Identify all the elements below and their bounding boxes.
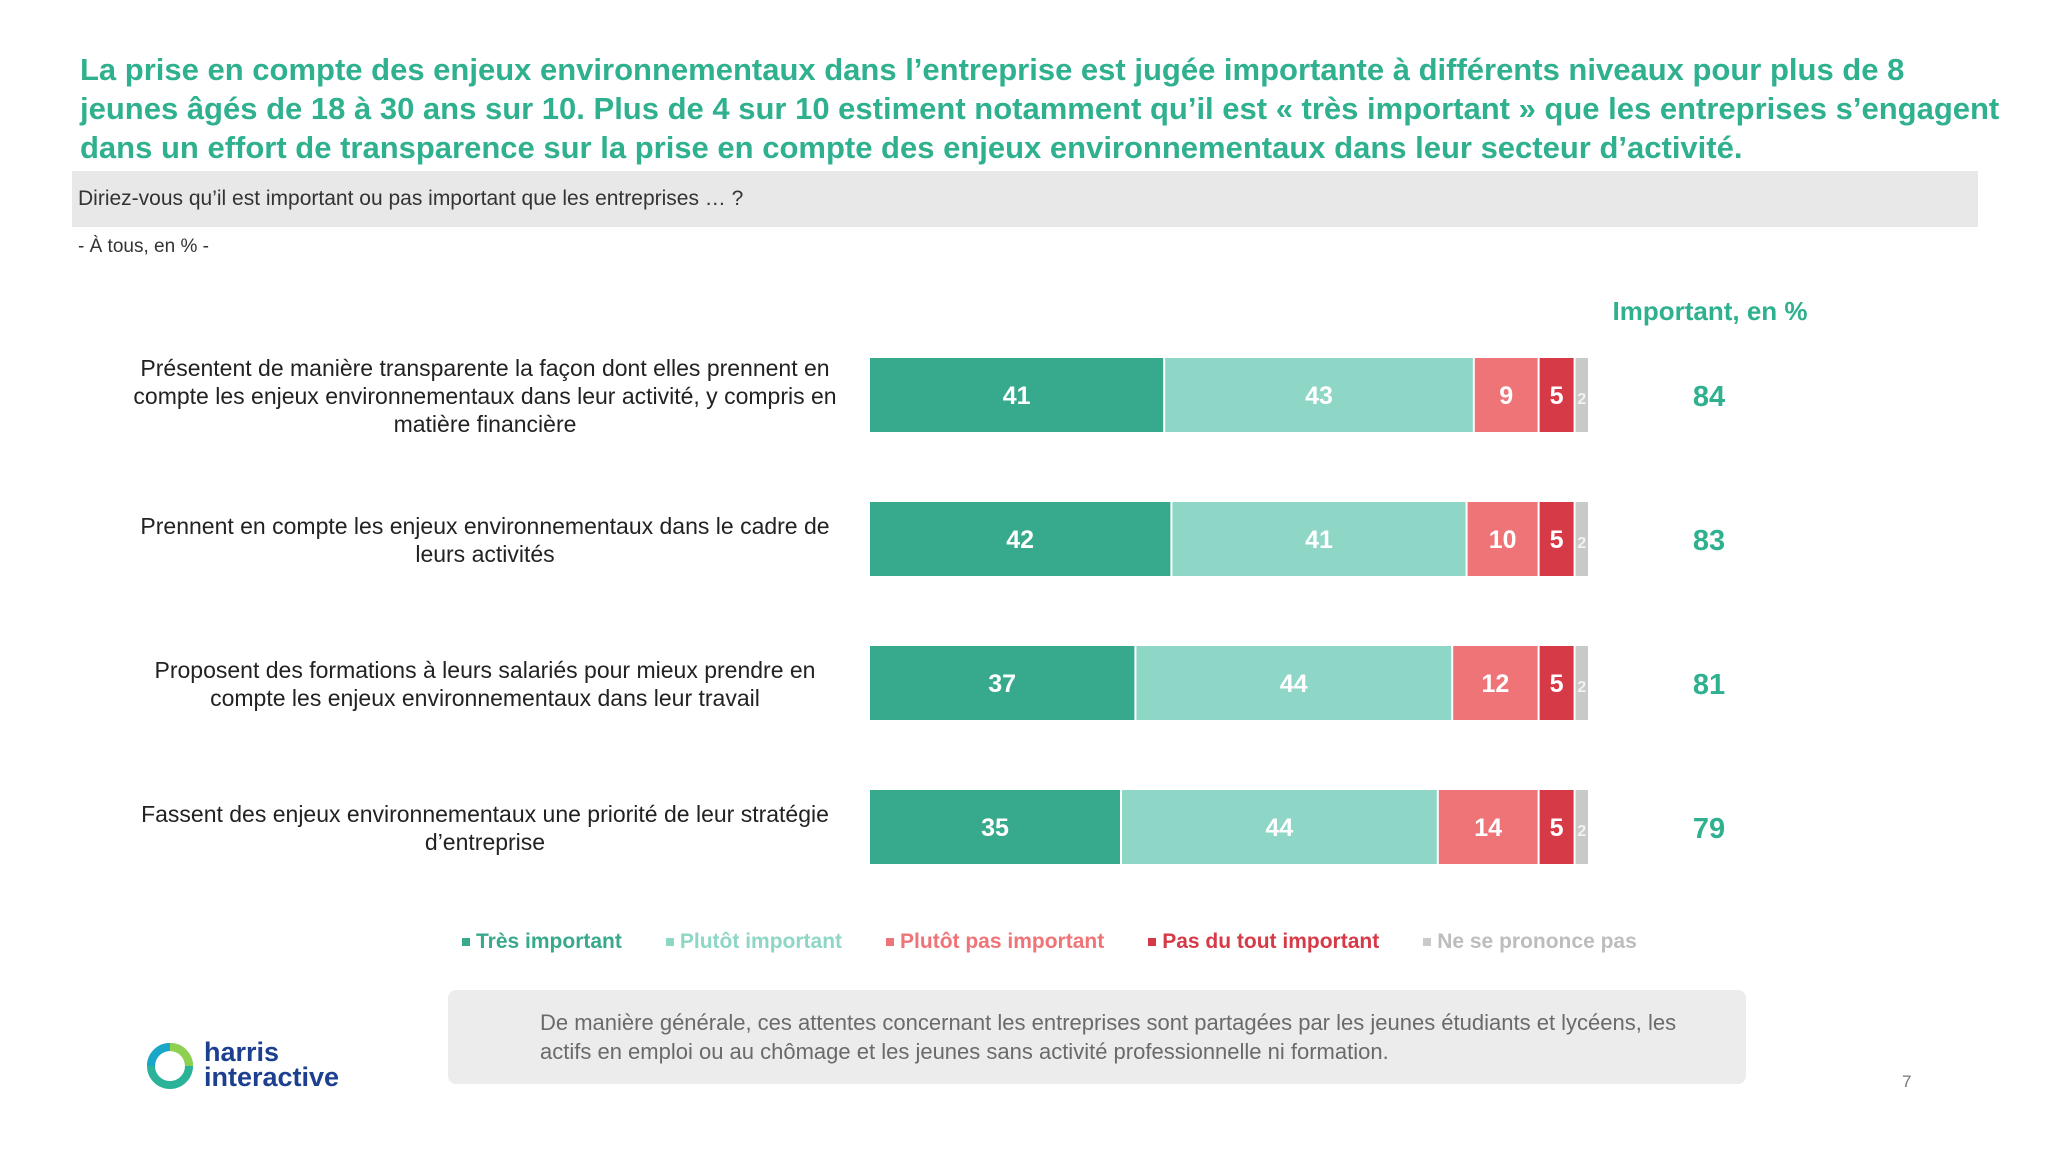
logo-wordmark: harris interactive: [204, 1037, 340, 1092]
legend-swatch-ne-se-prononce-pas: [1423, 938, 1432, 946]
data-label-plutot-important-3: 44: [1280, 670, 1308, 698]
page-number: 7: [1902, 1072, 1912, 1091]
data-label-tres-important-1: 41: [1003, 382, 1031, 410]
bar-pas-du-tout-important-2: [1539, 502, 1574, 576]
bar-plutot-pas-important-1: [1474, 358, 1538, 432]
legend-label: Très important: [476, 930, 622, 953]
row-label-3: Proposent des formations à leurs salarié…: [154, 657, 816, 711]
legend-swatch-pas-du-tout-important: [1148, 938, 1157, 946]
data-label-plutot-pas-important-3: 12: [1481, 670, 1509, 698]
important-total-2: 83: [1693, 525, 1725, 557]
bar-tres-important-3: [870, 646, 1135, 720]
data-label-plutot-important-2: 41: [1305, 526, 1333, 554]
row-label-2: Prennent en compte les enjeux environnem…: [140, 513, 830, 567]
data-label-ne-se-prononce-pas-2: 2: [1577, 535, 1586, 552]
legend-label: Pas du tout important: [1162, 930, 1380, 953]
legend-swatch-plutot-important: [665, 938, 674, 946]
bar-ne-se-prononce-pas-1: [1575, 358, 1588, 432]
bar-plutot-pas-important-3: [1453, 646, 1538, 720]
bar-tres-important-4: [870, 790, 1120, 864]
bar-ne-se-prononce-pas-2: [1575, 502, 1588, 576]
legend-swatch-tres-important: [462, 938, 470, 946]
data-label-pas-du-tout-important-4: 5: [1550, 814, 1564, 842]
bar-tres-important-1: [870, 358, 1164, 432]
bar-ne-se-prononce-pas-3: [1575, 646, 1588, 720]
callout-text: De manière générale, ces attentes concer…: [540, 1010, 1677, 1064]
harris-logo-icon: [147, 1043, 193, 1089]
bar-tres-important-2: [870, 502, 1171, 576]
data-label-ne-se-prononce-pas-1: 2: [1577, 391, 1586, 408]
base-note: - À tous, en % -: [78, 236, 209, 257]
legend-item-ne-se-prononce-pas: Ne se prononce pas: [1423, 928, 1637, 956]
logo-line-2: interactive: [204, 1062, 340, 1092]
legend-item-pas-du-tout-important: Pas du tout important: [1148, 928, 1379, 956]
data-label-plutot-pas-important-4: 14: [1474, 814, 1502, 842]
legend-item-tres-important: Très important: [462, 928, 622, 956]
bar-plutot-important-4: [1122, 790, 1437, 864]
data-label-plutot-pas-important-1: 9: [1499, 382, 1513, 410]
important-total-4: 79: [1693, 813, 1725, 845]
row-label-4: Fassent des enjeux environnementaux une …: [141, 801, 829, 855]
important-total-1: 84: [1693, 381, 1725, 413]
data-label-pas-du-tout-important-2: 5: [1550, 526, 1564, 554]
data-label-tres-important-2: 42: [1006, 526, 1034, 554]
bar-plutot-pas-important-4: [1438, 790, 1538, 864]
bar-plutot-pas-important-2: [1467, 502, 1538, 576]
legend-item-plutot-important: Plutôt important: [665, 928, 843, 956]
data-label-tres-important-3: 37: [988, 670, 1016, 698]
bar-ne-se-prononce-pas-4: [1575, 790, 1588, 864]
bar-pas-du-tout-important-1: [1539, 358, 1574, 432]
data-label-ne-se-prononce-pas-3: 2: [1577, 679, 1586, 696]
legend-swatch-plutot-pas-important: [886, 938, 895, 946]
data-label-plutot-important-4: 44: [1265, 814, 1293, 842]
important-total-3: 81: [1693, 669, 1725, 701]
legend-label: Plutôt pas important: [900, 930, 1105, 953]
row-label-1: Présentent de manière transparente la fa…: [133, 355, 837, 437]
headline: La prise en compte des enjeux environnem…: [80, 52, 2000, 165]
legend-label: Plutôt important: [679, 930, 843, 953]
callout-box: De manière générale, ces attentes concer…: [448, 990, 1746, 1084]
data-label-plutot-pas-important-2: 10: [1489, 526, 1517, 554]
bar-pas-du-tout-important-4: [1539, 790, 1574, 864]
bar-pas-du-tout-important-3: [1539, 646, 1574, 720]
data-label-ne-se-prononce-pas-4: 2: [1577, 823, 1586, 840]
data-label-pas-du-tout-important-3: 5: [1550, 670, 1564, 698]
bar-plutot-important-1: [1165, 358, 1473, 432]
data-label-plutot-important-1: 43: [1305, 382, 1333, 410]
legend: Très important Plutôt important Plutôt p…: [462, 928, 1637, 956]
important-total-header: Important, en %: [1612, 296, 1808, 326]
legend-label: Ne se prononce pas: [1437, 930, 1637, 953]
data-label-tres-important-4: 35: [981, 814, 1009, 842]
logo-line-1: harris: [204, 1037, 280, 1067]
bar-plutot-important-3: [1136, 646, 1452, 720]
question-bar: Diriez-vous qu’il est important ou pas i…: [72, 171, 1978, 227]
bar-plutot-important-2: [1172, 502, 1466, 576]
question-text: Diriez-vous qu’il est important ou pas i…: [78, 187, 744, 210]
data-label-pas-du-tout-important-1: 5: [1550, 382, 1564, 410]
legend-item-plutot-pas-important: Plutôt pas important: [886, 928, 1104, 956]
